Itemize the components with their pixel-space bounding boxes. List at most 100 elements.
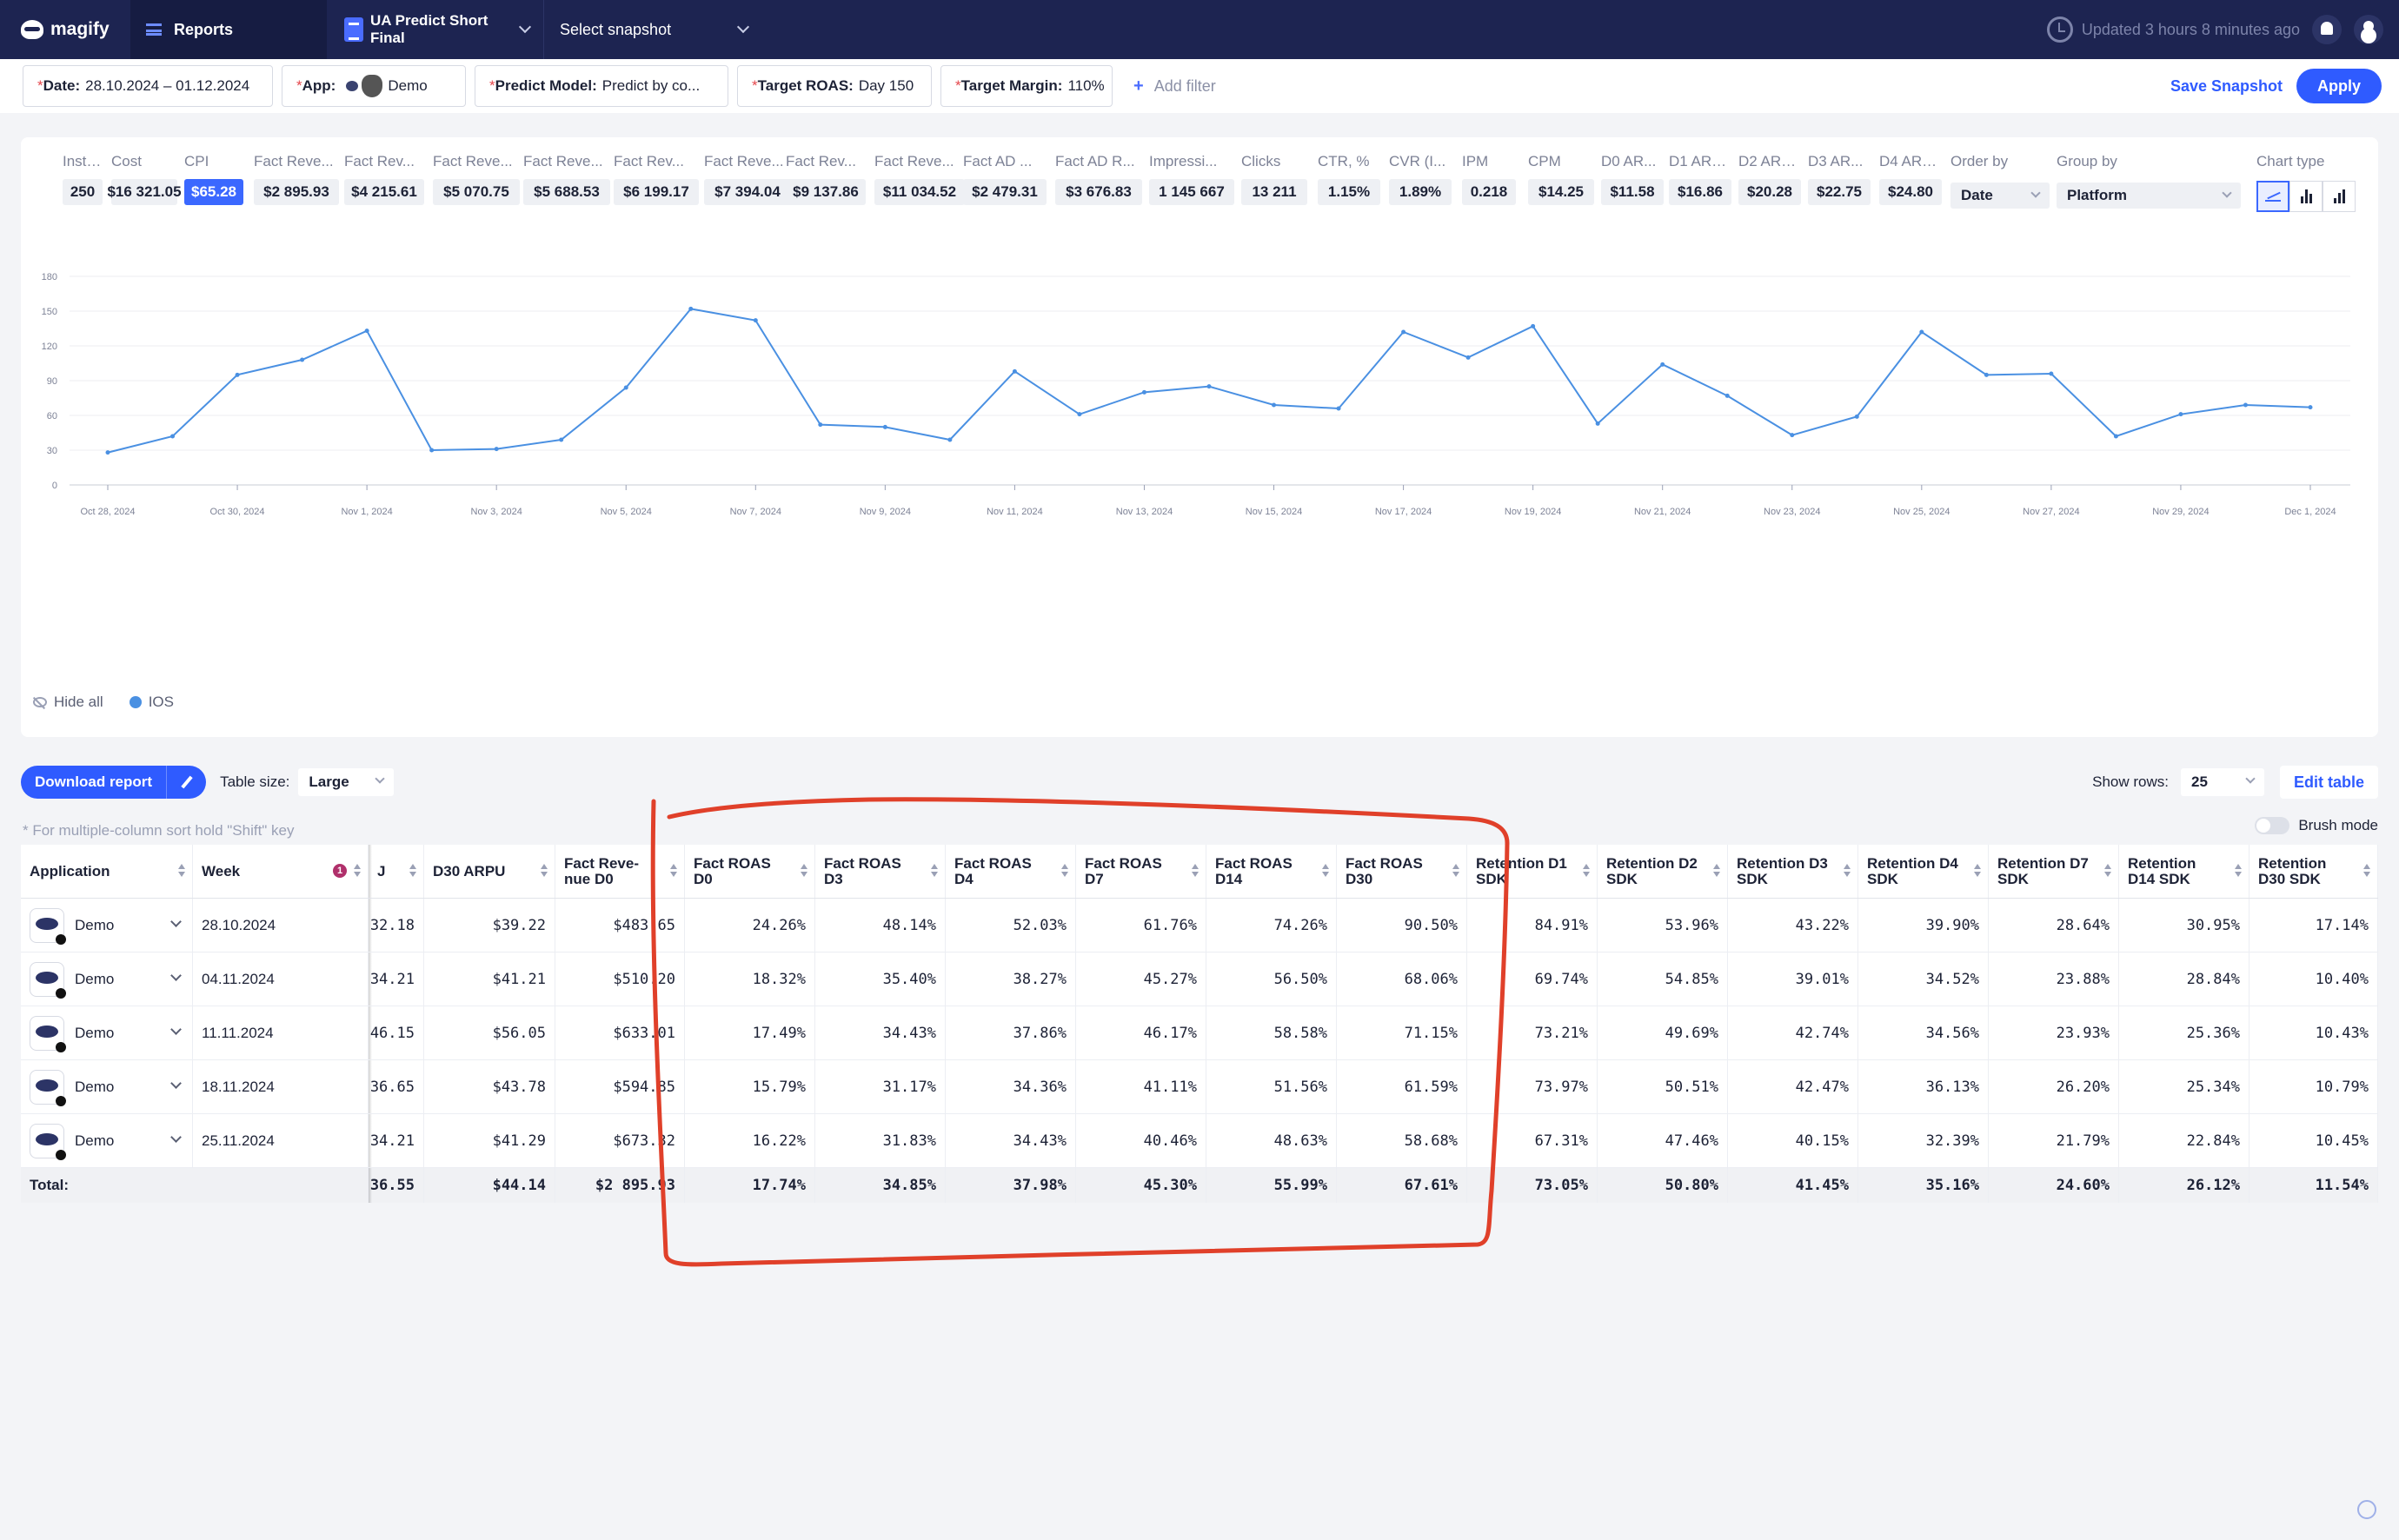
sort-icon[interactable] bbox=[1844, 864, 1851, 878]
chevron-down-icon[interactable] bbox=[170, 970, 182, 981]
help-icon[interactable] bbox=[2357, 1500, 2376, 1519]
sort-icon[interactable] bbox=[354, 864, 361, 878]
sort-icon[interactable] bbox=[1713, 864, 1720, 878]
metric-12[interactable]: Fact AD R... $3 676.83 bbox=[1055, 153, 1142, 205]
metric-4[interactable]: Fact Rev... $4 215.61 bbox=[344, 153, 424, 205]
metric-6[interactable]: Fact Reve... $5 688.53 bbox=[523, 153, 610, 205]
show-rows-select[interactable]: 25 bbox=[2180, 768, 2264, 796]
column-header[interactable]: Retention D7 SDK bbox=[1989, 845, 2119, 898]
metric-22[interactable]: D3 AR... $22.75 bbox=[1808, 153, 1871, 205]
app-cell[interactable]: Demo bbox=[21, 953, 193, 1006]
user-icon[interactable] bbox=[2354, 15, 2383, 44]
metric-19[interactable]: D0 AR... $11.58 bbox=[1601, 153, 1664, 205]
edit-table-button[interactable]: Edit table bbox=[2279, 766, 2378, 799]
sort-icon[interactable] bbox=[541, 864, 548, 878]
ios-legend-label[interactable]: IOS bbox=[148, 694, 174, 710]
chevron-down-icon[interactable] bbox=[170, 1132, 182, 1143]
table-row[interactable]: Demo 18.11.2024 36.65 $43.78 $594.85 15.79% 31… bbox=[21, 1060, 2378, 1114]
column-header[interactable]: Fact ROAS D30 bbox=[1337, 845, 1467, 898]
line-chart[interactable]: 0 30 60 90 120 150 180 Oct 28, 2024 Oct 30, 2024… bbox=[21, 250, 2378, 685]
metric-23[interactable]: D4 ARPU $24.80 bbox=[1879, 153, 1942, 205]
sort-icon[interactable] bbox=[2363, 864, 2370, 878]
table-size-select[interactable]: Large bbox=[298, 768, 395, 796]
column-header[interactable]: Fact ROAS D3 bbox=[815, 845, 946, 898]
column-header[interactable]: Fact ROAS D7 bbox=[1076, 845, 1206, 898]
metric-10[interactable]: Fact Reve... $11 034.52 bbox=[874, 153, 965, 205]
metric-2[interactable]: CPI $65.28 bbox=[184, 153, 243, 205]
sort-icon[interactable] bbox=[1192, 864, 1199, 878]
sort-icon[interactable] bbox=[1974, 864, 1981, 878]
brand-logo[interactable]: magify bbox=[0, 0, 130, 59]
chevron-down-icon[interactable] bbox=[170, 916, 182, 927]
chart-type-line-button[interactable] bbox=[2256, 181, 2289, 212]
column-header[interactable]: Retention D14 SDK bbox=[2119, 845, 2249, 898]
metric-16[interactable]: CVR (I... 1.89% bbox=[1389, 153, 1452, 205]
order-by-select[interactable]: Date bbox=[1950, 183, 2050, 209]
save-snapshot-button[interactable]: Save Snapshot bbox=[2170, 76, 2283, 95]
app-cell[interactable]: Demo bbox=[21, 899, 193, 952]
app-cell[interactable]: Demo bbox=[21, 1006, 193, 1059]
sort-icon[interactable] bbox=[1583, 864, 1590, 878]
chevron-down-icon[interactable] bbox=[170, 1024, 182, 1035]
table-row[interactable]: Demo 04.11.2024 34.21 $41.21 $510.20 18.32% 35… bbox=[21, 953, 2378, 1006]
column-header[interactable]: Fact ROAS D4 bbox=[946, 845, 1076, 898]
metric-9[interactable]: Fact Rev... $9 137.86 bbox=[786, 153, 866, 205]
project-select[interactable]: UA Predict Short Final bbox=[327, 0, 544, 59]
metric-3[interactable]: Fact Reve... $2 895.93 bbox=[254, 153, 339, 205]
metric-21[interactable]: D2 ARPU $20.28 bbox=[1738, 153, 1801, 205]
column-header[interactable]: Application bbox=[21, 845, 193, 898]
sort-icon[interactable] bbox=[178, 864, 185, 878]
download-report-button[interactable]: Download report bbox=[21, 766, 167, 799]
date-filter[interactable]: * Date: 28.10.2024 – 01.12.2024 bbox=[23, 65, 273, 107]
hide-all-button[interactable]: Hide all bbox=[54, 694, 103, 710]
metric-14[interactable]: Clicks 13 211 bbox=[1241, 153, 1307, 205]
metric-8[interactable]: Fact Reve... $7 394.04 bbox=[704, 153, 791, 205]
column-header[interactable]: Retention D3 SDK bbox=[1728, 845, 1858, 898]
metric-5[interactable]: Fact Reve... $5 070.75 bbox=[433, 153, 520, 205]
column-header[interactable]: Week 1 bbox=[193, 845, 369, 898]
column-header[interactable]: Fact ROAS D14 bbox=[1206, 845, 1337, 898]
chart-type-bar-button[interactable] bbox=[2289, 181, 2323, 212]
sort-icon[interactable] bbox=[409, 864, 416, 878]
app-filter[interactable]: * App: Demo bbox=[282, 65, 466, 107]
chevron-down-icon[interactable] bbox=[170, 1078, 182, 1089]
nav-reports[interactable]: Reports bbox=[130, 0, 327, 59]
group-by-select[interactable]: Platform bbox=[2057, 183, 2241, 209]
column-header[interactable]: Fact Reve-nue D0 bbox=[555, 845, 685, 898]
metric-13[interactable]: Impressi... 1 145 667 bbox=[1149, 153, 1234, 205]
table-row[interactable]: Demo 25.11.2024 34.21 $41.29 $673.32 16.22% 31… bbox=[21, 1114, 2378, 1168]
brush-mode-toggle[interactable] bbox=[2255, 817, 2290, 834]
refresh-clock-icon[interactable] bbox=[2046, 17, 2073, 43]
sort-icon[interactable] bbox=[801, 864, 807, 878]
column-header[interactable]: Retention D1 SDK bbox=[1467, 845, 1598, 898]
metric-11[interactable]: Fact AD ... $2 479.31 bbox=[963, 153, 1047, 205]
sort-icon[interactable] bbox=[1322, 864, 1329, 878]
predict-model-filter[interactable]: * Predict Model: Predict by co... bbox=[475, 65, 728, 107]
sort-icon[interactable] bbox=[931, 864, 938, 878]
sort-icon[interactable] bbox=[1452, 864, 1459, 878]
column-header[interactable]: Retention D30 SDK bbox=[2249, 845, 2378, 898]
app-cell[interactable]: Demo bbox=[21, 1060, 193, 1113]
column-header[interactable]: Fact ROAS D0 bbox=[685, 845, 815, 898]
sort-icon[interactable] bbox=[1061, 864, 1068, 878]
column-header[interactable]: D30 ARPU bbox=[424, 845, 555, 898]
snapshot-select[interactable]: Select snapshot bbox=[544, 0, 761, 59]
sort-icon[interactable] bbox=[2104, 864, 2111, 878]
table-row[interactable]: Demo 11.11.2024 46.15 $56.05 $633.01 17.49% 34… bbox=[21, 1006, 2378, 1060]
edit-report-button[interactable] bbox=[166, 766, 207, 799]
column-header[interactable]: Retention D4 SDK bbox=[1858, 845, 1989, 898]
target-margin-filter[interactable]: * Target Margin: 110% bbox=[940, 65, 1113, 107]
sort-icon[interactable] bbox=[670, 864, 677, 878]
column-header[interactable]: J bbox=[369, 845, 424, 898]
metric-1[interactable]: Cost $16 321.05 bbox=[107, 153, 182, 205]
target-roas-filter[interactable]: * Target ROAS: Day 150 bbox=[737, 65, 932, 107]
sort-icon[interactable] bbox=[2235, 864, 2242, 878]
chart-type-stacked-button[interactable] bbox=[2323, 181, 2356, 212]
metric-18[interactable]: CPM $14.25 bbox=[1528, 153, 1594, 205]
app-cell[interactable]: Demo bbox=[21, 1114, 193, 1167]
metric-17[interactable]: IPM 0.218 bbox=[1462, 153, 1516, 205]
brush-mode[interactable]: Brush mode bbox=[2255, 817, 2378, 834]
table-row[interactable]: Demo 28.10.2024 32.18 $39.22 $483.65 24.26% 48… bbox=[21, 899, 2378, 953]
metric-7[interactable]: Fact Rev... $6 199.17 bbox=[614, 153, 699, 205]
metric-0[interactable]: Installs 250 bbox=[63, 153, 103, 205]
